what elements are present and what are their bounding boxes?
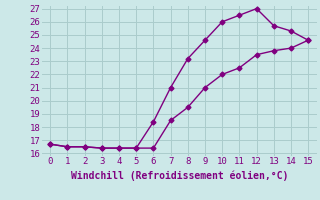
X-axis label: Windchill (Refroidissement éolien,°C): Windchill (Refroidissement éolien,°C)	[70, 171, 288, 181]
